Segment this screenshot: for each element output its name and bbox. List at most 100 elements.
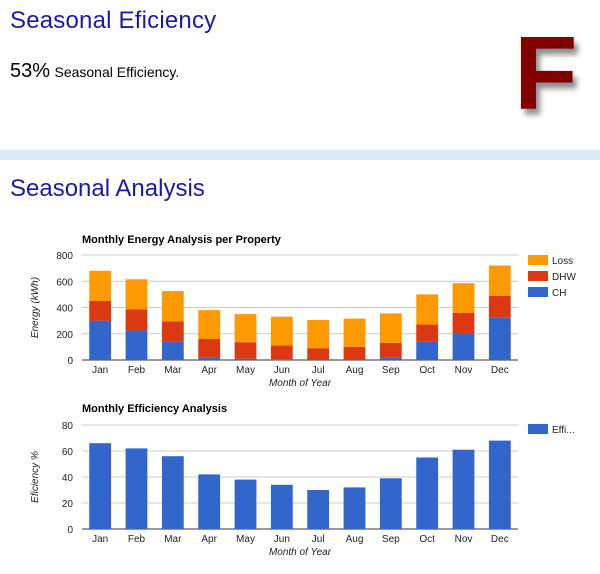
legend-swatch — [528, 287, 548, 297]
x-tick-label: Aug — [346, 534, 364, 545]
bar-effi-jul — [307, 490, 330, 529]
bar-effi-jan — [89, 443, 112, 529]
x-tick-label: Oct — [419, 534, 435, 545]
y-axis-label: Energy (kWh) — [30, 277, 41, 338]
x-tick-label: Dec — [491, 365, 509, 376]
x-tick-label: Jan — [92, 365, 108, 376]
x-tick-label: Jun — [274, 534, 290, 545]
legend-swatch — [528, 271, 548, 281]
bar-loss-jun — [270, 316, 293, 346]
bar-effi-mar — [161, 456, 184, 529]
bar-ch-dec — [488, 317, 511, 360]
bar-dhw-oct — [416, 324, 439, 342]
efficiency-chart: Monthly Efficiency Analysis 0 20 40 60 80 Efic… — [30, 403, 575, 558]
y-tick-label: 400 — [56, 304, 73, 315]
bar-ch-mar — [161, 341, 184, 360]
efficiency-value: 53% — [10, 60, 51, 82]
bar-loss-aug — [343, 318, 366, 347]
bar-ch-jan — [89, 320, 112, 360]
bar-dhw-jan — [89, 300, 112, 321]
x-tick-label: Nov — [455, 534, 473, 545]
y-tick-label: 0 — [67, 356, 73, 367]
bar-dhw-jun — [270, 345, 293, 360]
bar-effi-aug — [343, 487, 366, 529]
x-tick-label: Sep — [382, 534, 400, 545]
x-tick-label: Jan — [92, 534, 108, 545]
bar-loss-may — [234, 314, 257, 343]
efficiency-summary: 53% Seasonal Efficiency. — [10, 60, 179, 83]
bar-loss-jul — [307, 319, 330, 349]
bar-effi-dec — [488, 440, 511, 529]
bar-loss-sep — [379, 313, 402, 343]
bar-dhw-dec — [488, 295, 511, 318]
y-tick-label: 40 — [62, 473, 74, 484]
x-axis-label: Month of Year — [269, 547, 332, 558]
x-tick-label: Aug — [346, 365, 364, 376]
legend-label: Effi... — [552, 425, 575, 436]
bar-dhw-feb — [125, 309, 148, 331]
bar-loss-apr — [198, 310, 221, 339]
x-tick-label: Jul — [312, 365, 325, 376]
bar-dhw-mar — [161, 321, 184, 342]
x-tick-label: Feb — [128, 365, 146, 376]
bar-dhw-nov — [452, 312, 475, 334]
bar-ch-sep — [379, 357, 402, 360]
bar-effi-may — [234, 479, 257, 529]
bar-effi-nov — [452, 449, 475, 529]
x-tick-label: Jun — [274, 365, 290, 376]
bar-effi-oct — [416, 457, 439, 529]
y-tick-label: 800 — [56, 251, 73, 262]
bar-effi-sep — [379, 478, 402, 529]
legend-label: CH — [552, 288, 566, 299]
bar-ch-feb — [125, 330, 148, 360]
bar-effi-apr — [198, 474, 221, 529]
chart-title: Monthly Efficiency Analysis — [82, 403, 227, 415]
y-tick-label: 60 — [62, 447, 74, 458]
section-divider — [0, 150, 600, 160]
x-tick-label: Sep — [382, 365, 400, 376]
chart-title: Monthly Energy Analysis per Property — [82, 234, 282, 246]
bar-dhw-aug — [343, 346, 366, 360]
bar-ch-oct — [416, 341, 439, 360]
bar-dhw-sep — [379, 342, 402, 358]
x-tick-label: Mar — [164, 365, 182, 376]
efficiency-grade-badge: F — [514, 16, 578, 132]
x-tick-label: Dec — [491, 534, 509, 545]
bar-ch-nov — [452, 333, 475, 360]
y-tick-label: 20 — [62, 499, 74, 510]
x-tick-label: Mar — [164, 534, 182, 545]
y-tick-label: 200 — [56, 330, 73, 341]
x-tick-label: Feb — [128, 534, 146, 545]
bar-effi-feb — [125, 448, 148, 529]
bar-dhw-may — [234, 342, 257, 359]
bar-loss-dec — [488, 265, 511, 296]
x-tick-label: Apr — [201, 534, 217, 545]
x-tick-label: May — [236, 365, 255, 376]
bar-loss-mar — [161, 291, 184, 322]
bar-ch-jun — [270, 359, 293, 360]
bar-loss-feb — [125, 279, 148, 310]
section-title: Seasonal Analysis — [10, 175, 205, 202]
legend-swatch — [528, 424, 548, 434]
x-axis-label: Month of Year — [269, 378, 332, 389]
bar-effi-jun — [270, 484, 293, 529]
y-tick-label: 0 — [67, 525, 73, 536]
page-title: Seasonal Eficiency — [10, 7, 217, 34]
bar-dhw-apr — [198, 339, 221, 358]
bar-loss-nov — [452, 283, 475, 313]
x-tick-label: Nov — [455, 365, 473, 376]
y-tick-label: 80 — [62, 421, 74, 432]
x-tick-label: Jul — [312, 534, 325, 545]
x-tick-label: Apr — [201, 365, 217, 376]
x-tick-label: Oct — [419, 365, 435, 376]
bar-dhw-jul — [307, 348, 330, 360]
legend-label: Loss — [552, 256, 573, 267]
y-tick-label: 600 — [56, 277, 73, 288]
energy-chart: Monthly Energy Analysis per Property 0 200… — [30, 234, 576, 389]
bar-ch-may — [234, 358, 257, 360]
bar-loss-oct — [416, 294, 439, 325]
x-tick-label: May — [236, 534, 255, 545]
legend-swatch — [528, 255, 548, 265]
bar-loss-jan — [89, 270, 112, 301]
y-axis-label: Eficiency % — [30, 451, 41, 503]
